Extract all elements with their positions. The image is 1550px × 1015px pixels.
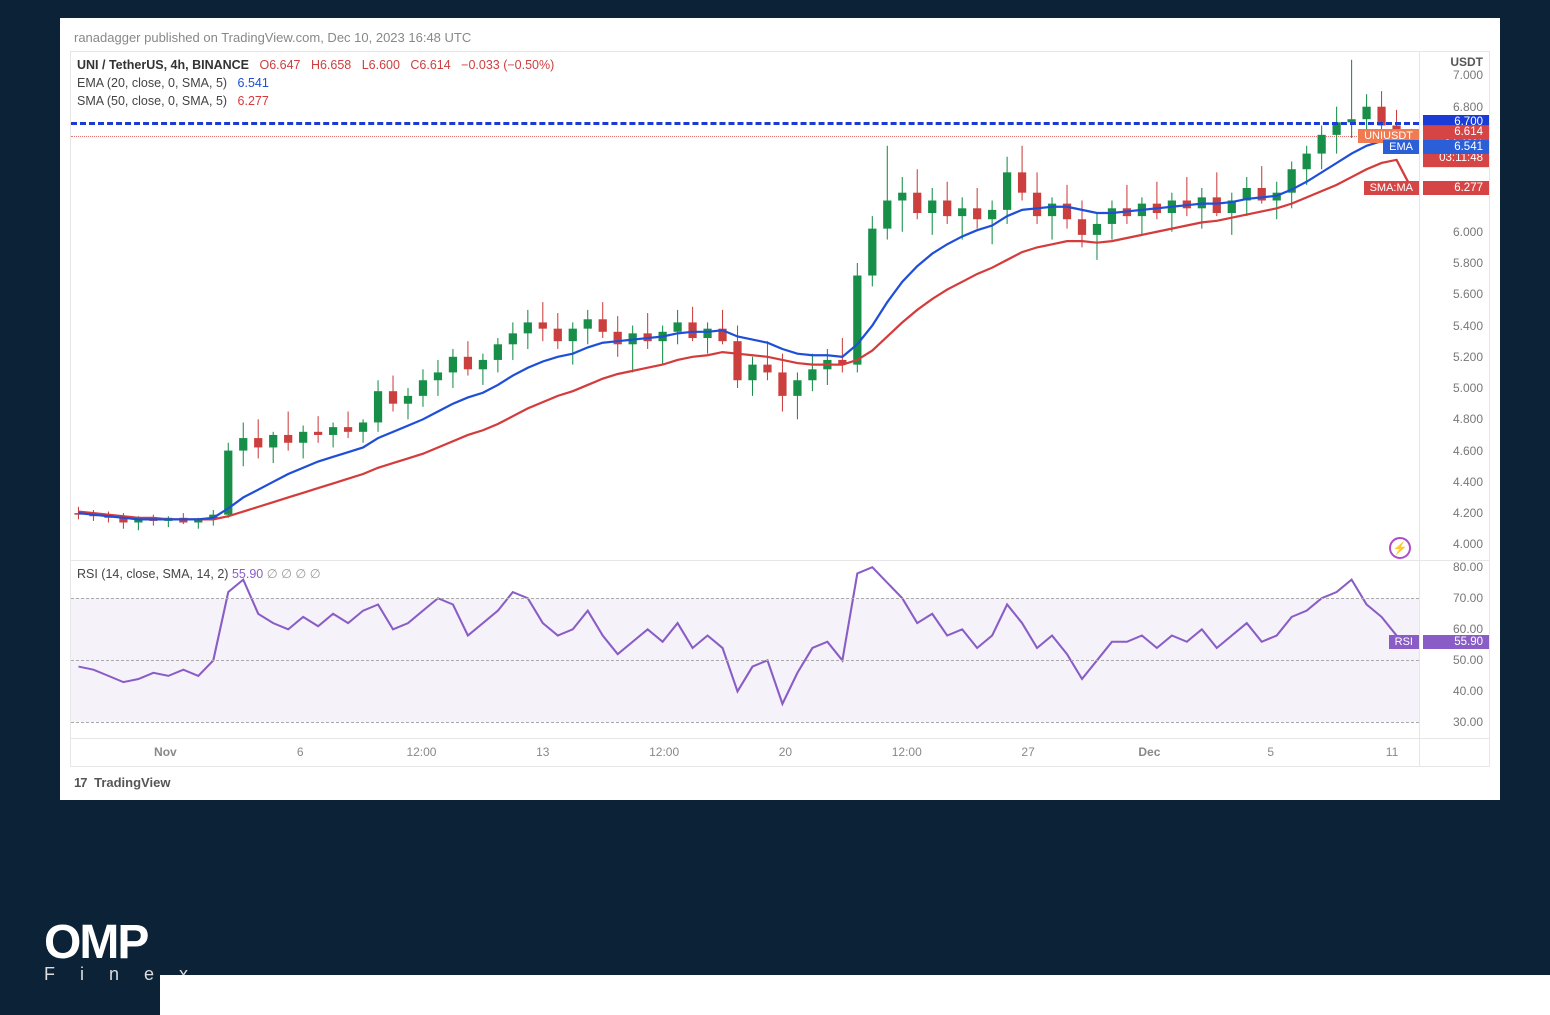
time-axis: Nov612:001312:002012:0027Dec511 — [70, 739, 1490, 767]
price-plot-area[interactable]: ⚡ — [71, 52, 1419, 560]
chart-container: UNI / TetherUS, 4h, BINANCE O6.647 H6.65… — [70, 51, 1490, 767]
legend: UNI / TetherUS, 4h, BINANCE O6.647 H6.65… — [77, 56, 554, 110]
pair-label: UNI / TetherUS, 4h, BINANCE — [77, 58, 249, 72]
rsi-y-axis: 30.0040.0050.0060.0070.0080.0055.90 — [1419, 561, 1489, 738]
white-strip — [160, 975, 1550, 1015]
time-axis-corner — [1419, 739, 1489, 766]
brand-footer: OMP F i n e x — [0, 905, 1550, 1000]
publish-info: ranadagger published on TradingView.com,… — [70, 26, 1490, 51]
price-y-axis: USDT 4.0004.2004.4004.6004.8005.0005.200… — [1419, 52, 1489, 560]
rsi-legend: RSI (14, close, SMA, 14, 2) 55.90 ∅ ∅ ∅ … — [77, 565, 321, 583]
tradingview-footer: 17 TradingView — [70, 767, 1490, 790]
chart-card: ranadagger published on TradingView.com,… — [60, 18, 1500, 800]
sma-legend-label: SMA (50, close, 0, SMA, 5) — [77, 94, 227, 108]
price-pane[interactable]: UNI / TetherUS, 4h, BINANCE O6.647 H6.65… — [70, 51, 1490, 561]
unit-label: USDT — [1450, 55, 1483, 69]
rsi-plot-area[interactable] — [71, 561, 1419, 738]
ema-legend-label: EMA (20, close, 0, SMA, 5) — [77, 76, 227, 90]
brand-logo-text: OMP — [44, 915, 198, 970]
time-axis-labels: Nov612:001312:002012:0027Dec511 — [71, 739, 1419, 766]
tv-logo-icon: 17 — [74, 775, 86, 790]
replay-icon[interactable]: ⚡ — [1389, 537, 1411, 559]
horizontal-level-line — [71, 122, 1419, 125]
rsi-pane[interactable]: RSI (14, close, SMA, 14, 2) 55.90 ∅ ∅ ∅ … — [70, 561, 1490, 739]
